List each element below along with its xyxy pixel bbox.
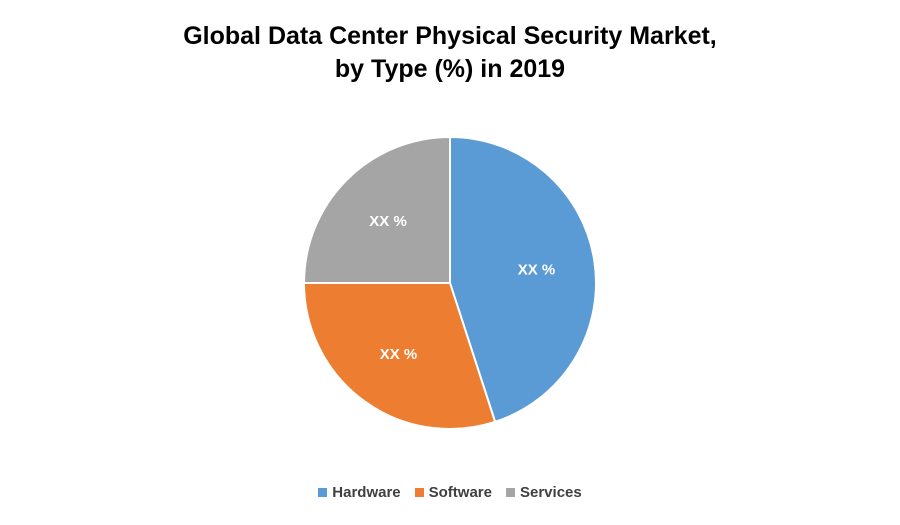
legend-swatch-services <box>506 488 515 497</box>
legend-label-services: Services <box>520 484 582 501</box>
legend-item-hardware: Hardware <box>318 484 401 501</box>
legend-label-software: Software <box>428 484 492 501</box>
pie-slice-software <box>302 282 497 430</box>
legend-swatch-hardware <box>318 488 328 497</box>
legend-label-hardware: Hardware <box>332 484 401 501</box>
chart-title: Global Data Center Physical Security Mar… <box>0 20 900 86</box>
legend: Hardware Software Services <box>0 484 900 501</box>
legend-item-services: Services <box>506 484 582 501</box>
pie-slice-services <box>302 135 451 284</box>
data-label-software: XX % <box>380 346 418 363</box>
legend-swatch-software <box>414 488 424 497</box>
data-label-services: XX % <box>369 213 407 230</box>
chart-title-line-1: Global Data Center Physical Security Mar… <box>183 22 717 50</box>
data-label-hardware: XX % <box>518 261 556 278</box>
chart-title-line-2: by Type (%) in 2019 <box>334 55 566 83</box>
legend-item-software: Software <box>414 484 492 501</box>
pie-slice-hardware <box>449 135 597 424</box>
